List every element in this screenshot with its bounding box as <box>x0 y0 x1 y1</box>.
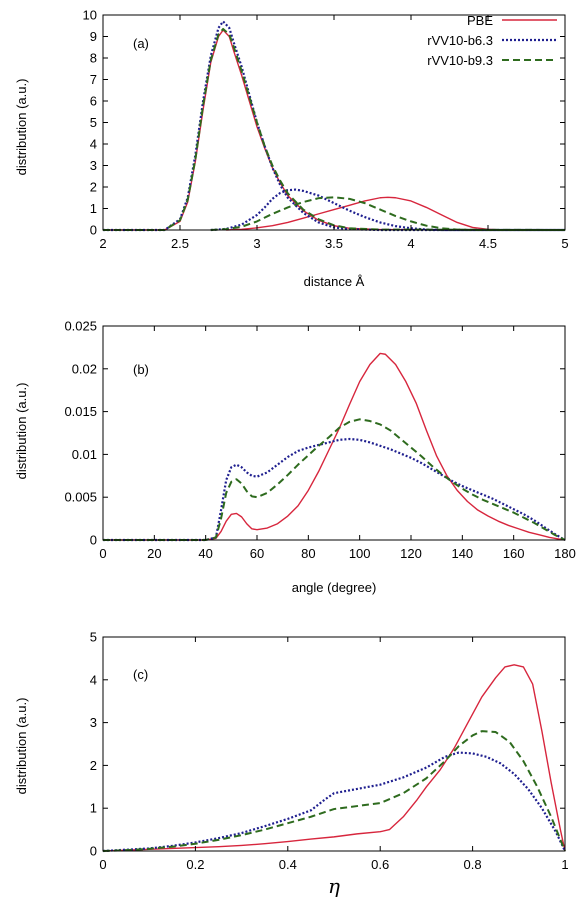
series-pbe-curve-a-1 <box>103 29 566 231</box>
panel-a-xtick-label: 3.5 <box>325 236 343 251</box>
series-rvv10-b9-3-curve-a-1 <box>103 27 566 231</box>
panel-c: 0 0.2 0.4 0.6 0.8 1 0 1 2 3 4 5 (c) distribution (a… <box>14 630 569 899</box>
panel-a-xtick-label: 3 <box>253 236 260 251</box>
panel-a-label: (a) <box>133 36 149 51</box>
panel-b-xtick-label: 140 <box>451 546 473 561</box>
panel-a-xtick-label: 2.5 <box>171 236 189 251</box>
panel-b-ytick-label: 0.02 <box>72 361 97 376</box>
panel-c-xtick-label: 0.6 <box>371 857 389 872</box>
series-rvv10-b6-3-curve-a-1 <box>103 20 565 232</box>
panel-a-ytick-label: 7 <box>90 72 97 87</box>
panel-c-ytick-label: 0 <box>90 844 97 859</box>
panel-c-xtick-label: 0 <box>99 857 106 872</box>
panel-a-ytick-label: 3 <box>90 158 97 173</box>
panel-b-xtick-label: 160 <box>503 546 525 561</box>
panel-a-xlabel: distance Å <box>304 274 365 289</box>
legend-label-pbe: PBE <box>467 13 493 28</box>
panel-c-label: (c) <box>133 667 148 682</box>
panel-c-xtick-label: 0.2 <box>186 857 204 872</box>
panel-a-ytick-label: 1 <box>90 201 97 216</box>
panel-a-ytick-label: 8 <box>90 51 97 66</box>
panel-a-frame <box>102 14 566 231</box>
panel-c-ytick-label: 1 <box>90 801 97 816</box>
panel-a-ylabel: distribution (a.u.) <box>14 79 29 176</box>
series-pbe-curve-c-1 <box>102 664 566 852</box>
panel-b-plot-area: 0 20 40 60 80 100 120 140 160 180 0 0.005 0.01 0.015 0… <box>64 319 575 562</box>
series-pbe-curve-b-1 <box>103 352 566 541</box>
panel-b-xtick-label: 40 <box>198 546 212 561</box>
panel-b-xtick-label: 120 <box>400 546 422 561</box>
panel-c-plot-area: 0 0.2 0.4 0.6 0.8 1 0 1 2 3 4 5 <box>90 630 569 873</box>
panel-c-ytick-label: 3 <box>90 715 97 730</box>
panel-b-ytick-label: 0.025 <box>64 319 97 334</box>
panel-a-xtick-label: 2 <box>99 236 106 251</box>
panel-b-xtick-label: 180 <box>554 546 576 561</box>
panel-a-ytick-label: 4 <box>90 137 97 152</box>
panel-c-xtick-label: 1 <box>561 857 568 872</box>
panel-c-ylabel: distribution (a.u.) <box>14 698 29 795</box>
series-rvv10-b6-3-curve-a-2 <box>210 188 565 232</box>
panel-b-ytick-label: 0.01 <box>72 447 97 462</box>
series-rvv10-b9-3-curve-a-2 <box>210 196 565 231</box>
panel-a-ytick-label: 9 <box>90 29 97 44</box>
panel-a: 2 2.5 3 3.5 4 4.5 5 0 1 2 3 4 5 6 7 8 9 10 (a) distributi… <box>14 8 569 290</box>
panel-b-xtick-label: 100 <box>349 546 371 561</box>
panel-a-xtick-label: 4.5 <box>479 236 497 251</box>
panel-b-frame <box>102 325 566 541</box>
series-pbe-curve-a-2 <box>226 196 565 231</box>
panel-c-ytick-label: 5 <box>90 630 97 645</box>
panel-a-xtick-label: 5 <box>561 236 568 251</box>
panel-c-xtick-label: 0.4 <box>279 857 297 872</box>
panel-a-ytick-label: 10 <box>83 8 97 23</box>
panel-b-xtick-label: 0 <box>99 546 106 561</box>
panel-b: 0 20 40 60 80 100 120 140 160 180 0 0.005 0.01 0.015 0… <box>14 319 576 596</box>
panel-b-xlabel: angle (degree) <box>292 580 377 595</box>
legend-label-rvv10-b6-3: rVV10-b6.3 <box>427 33 493 48</box>
legend-entry-pbe: PBE <box>467 13 557 28</box>
legend-entry-rvv10-b9-3: rVV10-b9.3 <box>427 53 557 68</box>
panel-b-ylabel: distribution (a.u.) <box>14 383 29 480</box>
series-rvv10-b6-3-curve-c-1 <box>102 751 566 853</box>
panel-c-ytick-label: 2 <box>90 758 97 773</box>
panel-b-ytick-label: 0.005 <box>64 490 97 505</box>
panel-a-ytick-label: 0 <box>90 223 97 238</box>
panel-b-xtick-label: 20 <box>147 546 161 561</box>
panel-b-ytick-label: 0.015 <box>64 404 97 419</box>
panel-c-frame <box>102 636 566 852</box>
panel-a-xtick-label: 4 <box>407 236 414 251</box>
legend-label-rvv10-b9-3: rVV10-b9.3 <box>427 53 493 68</box>
series-rvv10-b9-3-curve-c-1 <box>102 730 566 852</box>
panel-a-ytick-label: 6 <box>90 94 97 109</box>
panel-b-label: (b) <box>133 362 149 377</box>
panel-b-xtick-label: 60 <box>250 546 264 561</box>
panel-a-ytick-label: 2 <box>90 180 97 195</box>
legend-entry-rvv10-b6-3: rVV10-b6.3 <box>427 33 557 48</box>
panel-a-plot-area: 2 2.5 3 3.5 4 4.5 5 0 1 2 3 4 5 6 7 8 9 10 <box>83 8 569 252</box>
panel-c-ytick-label: 4 <box>90 672 97 687</box>
panel-b-xtick-label: 80 <box>301 546 315 561</box>
panel-c-xtick-label: 0.8 <box>464 857 482 872</box>
panel-a-ytick-label: 5 <box>90 115 97 130</box>
series-rvv10-b9-3-curve-b-1 <box>103 418 566 541</box>
legend: PBE rVV10-b6.3 rVV10-b9.3 <box>427 13 557 68</box>
series-rvv10-b6-3-curve-b-1 <box>103 437 566 542</box>
panel-b-ytick-label: 0 <box>90 533 97 548</box>
panel-c-xlabel: η <box>328 874 340 898</box>
